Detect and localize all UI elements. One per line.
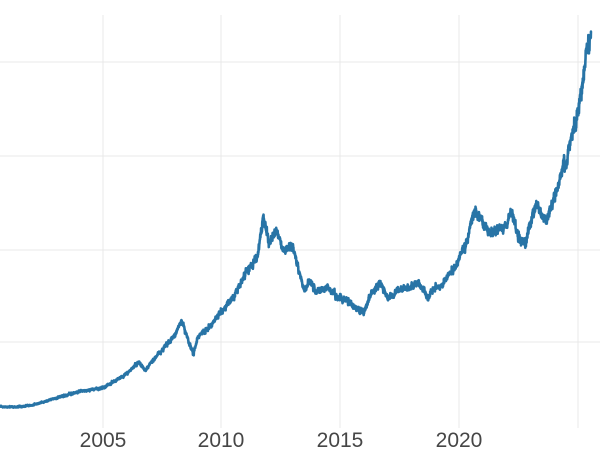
- svg-text:2010: 2010: [198, 429, 245, 450]
- svg-text:2015: 2015: [317, 429, 364, 450]
- svg-text:2020: 2020: [436, 429, 483, 450]
- svg-text:2005: 2005: [80, 429, 127, 450]
